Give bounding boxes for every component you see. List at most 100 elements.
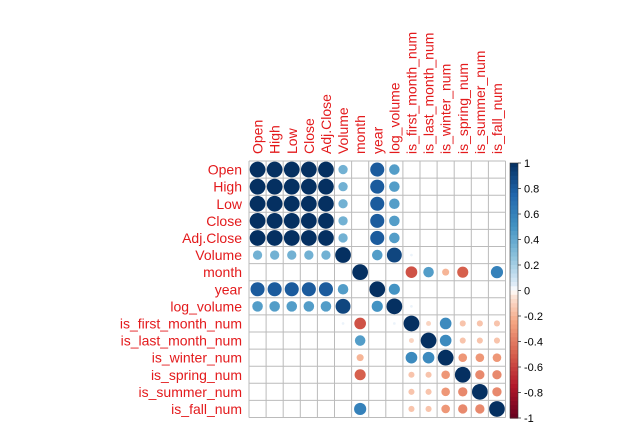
matrix-grid — [248, 160, 506, 418]
correlation-circle — [283, 161, 300, 178]
correlation-circle — [356, 354, 364, 362]
correlation-circle — [266, 178, 283, 195]
correlation-circle — [283, 212, 300, 229]
legend-color-segment — [510, 282, 518, 287]
legend-tick-label: 1 — [524, 158, 530, 170]
correlation-circle — [489, 401, 505, 417]
correlation-circle — [286, 301, 298, 312]
correlation-circle — [284, 282, 299, 297]
legend-color-segment — [510, 209, 518, 215]
correlation-circle — [338, 233, 348, 243]
correlation-circle — [303, 301, 315, 312]
correlation-circle — [408, 388, 415, 395]
column-label: is_first_month_num — [403, 32, 419, 154]
row-label: Volume — [195, 247, 242, 263]
correlation-circle — [352, 264, 369, 281]
legend-color-segment — [510, 294, 518, 300]
correlation-circle — [389, 215, 400, 227]
correlation-circle — [283, 230, 300, 246]
legend-color-segment — [510, 231, 518, 236]
correlation-circle — [408, 338, 414, 344]
correlation-circle — [437, 349, 454, 366]
correlation-circle — [318, 195, 334, 212]
correlation-circle — [300, 212, 317, 229]
correlation-circle — [252, 301, 263, 312]
correlation-circle — [403, 315, 420, 332]
legend-color-segment — [510, 328, 518, 334]
correlation-circle — [354, 369, 366, 381]
correlation-circle — [369, 281, 386, 298]
legend-color-segment — [510, 256, 518, 262]
correlation-circles — [249, 161, 505, 417]
correlation-circle — [371, 249, 383, 261]
legend-color-segment — [510, 184, 518, 190]
row-label: Low — [216, 196, 243, 212]
legend-color-segment — [510, 345, 518, 351]
column-label: is_last_month_num — [421, 33, 437, 154]
correlation-circle — [475, 404, 485, 414]
legend-color-segment — [510, 248, 518, 253]
legend-color-segment — [510, 273, 518, 279]
correlation-circle — [475, 370, 485, 380]
legend-color-segment — [510, 188, 518, 194]
legend-color-segment — [510, 299, 518, 304]
column-label: is_winter_num — [438, 64, 454, 154]
correlation-circle — [439, 317, 452, 330]
legend-color-segment — [510, 324, 518, 330]
legend-color-segment — [510, 239, 518, 245]
correlation-circle — [389, 181, 400, 192]
correlation-circle — [386, 247, 402, 263]
column-label: is_summer_num — [472, 51, 488, 154]
correlation-circle — [300, 195, 317, 212]
correlation-circle — [338, 181, 348, 192]
row-label: is_summer_num — [139, 384, 242, 400]
correlation-circle — [335, 247, 351, 263]
column-labels: Open High Low Close Adj.Close Volume month year… — [250, 32, 505, 154]
correlation-circle — [370, 230, 385, 245]
correlation-circle — [267, 282, 282, 297]
legend-color-segment — [510, 192, 518, 198]
legend-color-segment — [510, 260, 518, 266]
legend-color-segment — [510, 405, 518, 411]
correlation-circle — [250, 282, 265, 297]
correlation-circle — [471, 383, 488, 400]
correlation-circle — [371, 300, 383, 312]
correlation-circle — [425, 388, 432, 395]
correlation-circle — [370, 179, 385, 194]
legend-color-segment — [510, 388, 518, 394]
legend-color-segment — [510, 218, 518, 224]
correlation-circle — [405, 351, 418, 364]
color-legend: -1 -0.8 -0.6 -0.4 -0.2 0 0.2 0.4 0.6 0.8 1 — [509, 158, 543, 425]
correlation-circle — [249, 178, 266, 195]
correlation-circle — [492, 353, 502, 362]
legend-color-segment — [510, 401, 518, 406]
correlation-circle — [249, 212, 266, 229]
legend-color-segment — [510, 350, 518, 355]
legend-tick-label: 0.2 — [524, 260, 539, 272]
column-label: year — [369, 126, 385, 154]
row-label: is_spring_num — [151, 367, 242, 383]
legend-color-segment — [510, 341, 518, 347]
legend-color-segment — [510, 379, 518, 385]
legend-color-segment — [510, 358, 518, 364]
correlation-circle — [492, 370, 502, 380]
correlation-circle — [493, 337, 500, 344]
correlation-circle — [252, 250, 263, 260]
row-label: is_fall_num — [171, 401, 242, 417]
correlation-circle — [283, 178, 300, 195]
column-label: High — [267, 125, 283, 154]
correlation-circle — [457, 266, 469, 278]
column-label: is_spring_num — [455, 63, 471, 154]
correlation-circle — [249, 195, 266, 212]
correlation-circle — [492, 387, 502, 397]
legend-color-segment — [510, 175, 518, 181]
legend-tick-label: -0.6 — [524, 362, 543, 374]
correlation-circle — [459, 320, 466, 327]
correlation-circle — [341, 322, 345, 325]
legend-color-segment — [510, 307, 518, 313]
correlation-circle — [249, 230, 266, 246]
correlation-circle — [287, 250, 297, 260]
correlation-circle — [354, 335, 366, 346]
correlation-circle — [370, 213, 385, 228]
